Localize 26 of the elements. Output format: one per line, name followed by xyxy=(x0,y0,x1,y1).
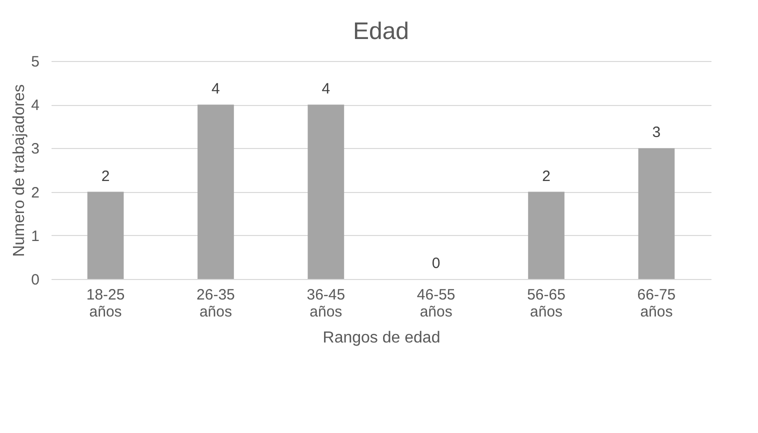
chart-title: Edad xyxy=(352,18,410,45)
data-label: 3 xyxy=(652,124,661,142)
x-tick-label: 46-55 años xyxy=(416,286,456,320)
bar xyxy=(308,104,344,279)
x-tick-label: 56-65 años xyxy=(527,286,566,320)
data-label: 4 xyxy=(212,80,220,98)
x-tick-label: 26-35 años xyxy=(196,286,235,320)
data-label: 2 xyxy=(101,168,110,185)
y-tick-label: 2 xyxy=(31,184,40,202)
data-label: 0 xyxy=(432,255,440,272)
y-tick-label: 5 xyxy=(31,54,40,70)
x-axis-title: Rangos de edad xyxy=(322,330,440,346)
y-tick-label: 1 xyxy=(31,228,40,245)
y-tick-label: 3 xyxy=(31,140,40,158)
bar xyxy=(87,192,124,279)
data-label: 2 xyxy=(542,168,550,185)
bar xyxy=(638,148,675,279)
y-tick-label: 0 xyxy=(31,272,40,288)
x-tick-label: 66-75 años xyxy=(637,286,676,320)
y-axis-title: Numero de trabajadores xyxy=(11,84,28,257)
y-tick-label: 4 xyxy=(31,97,40,114)
x-tick-label: 36-45 años xyxy=(306,286,346,320)
bar xyxy=(528,192,564,279)
bar xyxy=(198,104,234,279)
data-label: 4 xyxy=(322,80,330,98)
x-tick-label: 18-25 años xyxy=(86,286,125,320)
